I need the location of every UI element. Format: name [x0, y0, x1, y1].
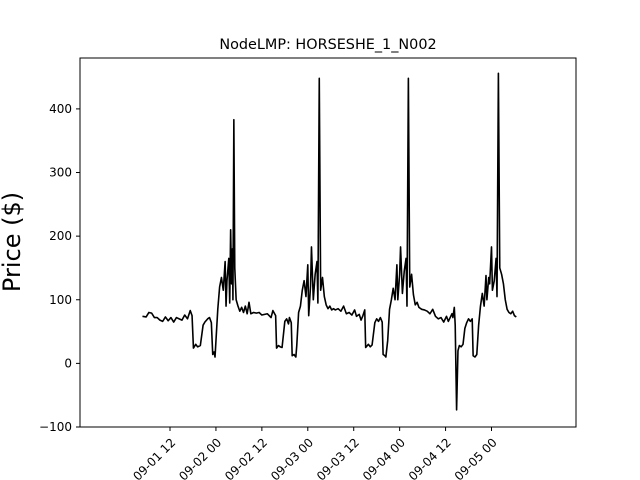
- y-axis-label: Price ($): [0, 192, 26, 292]
- y-tick-label: −100: [39, 420, 72, 434]
- price-series-line-0: [142, 72, 517, 411]
- plot-frame: [79, 57, 577, 428]
- plot-data-layer: [142, 72, 517, 411]
- chart-title: NodeLMP: HORSESHE_1_N002: [219, 37, 436, 53]
- y-tick-label: 200: [49, 229, 72, 243]
- y-tick-label: 400: [49, 102, 72, 116]
- y-tick-label: 0: [64, 356, 72, 370]
- y-tick-label: 300: [49, 166, 72, 180]
- y-tick-label: 100: [49, 293, 72, 307]
